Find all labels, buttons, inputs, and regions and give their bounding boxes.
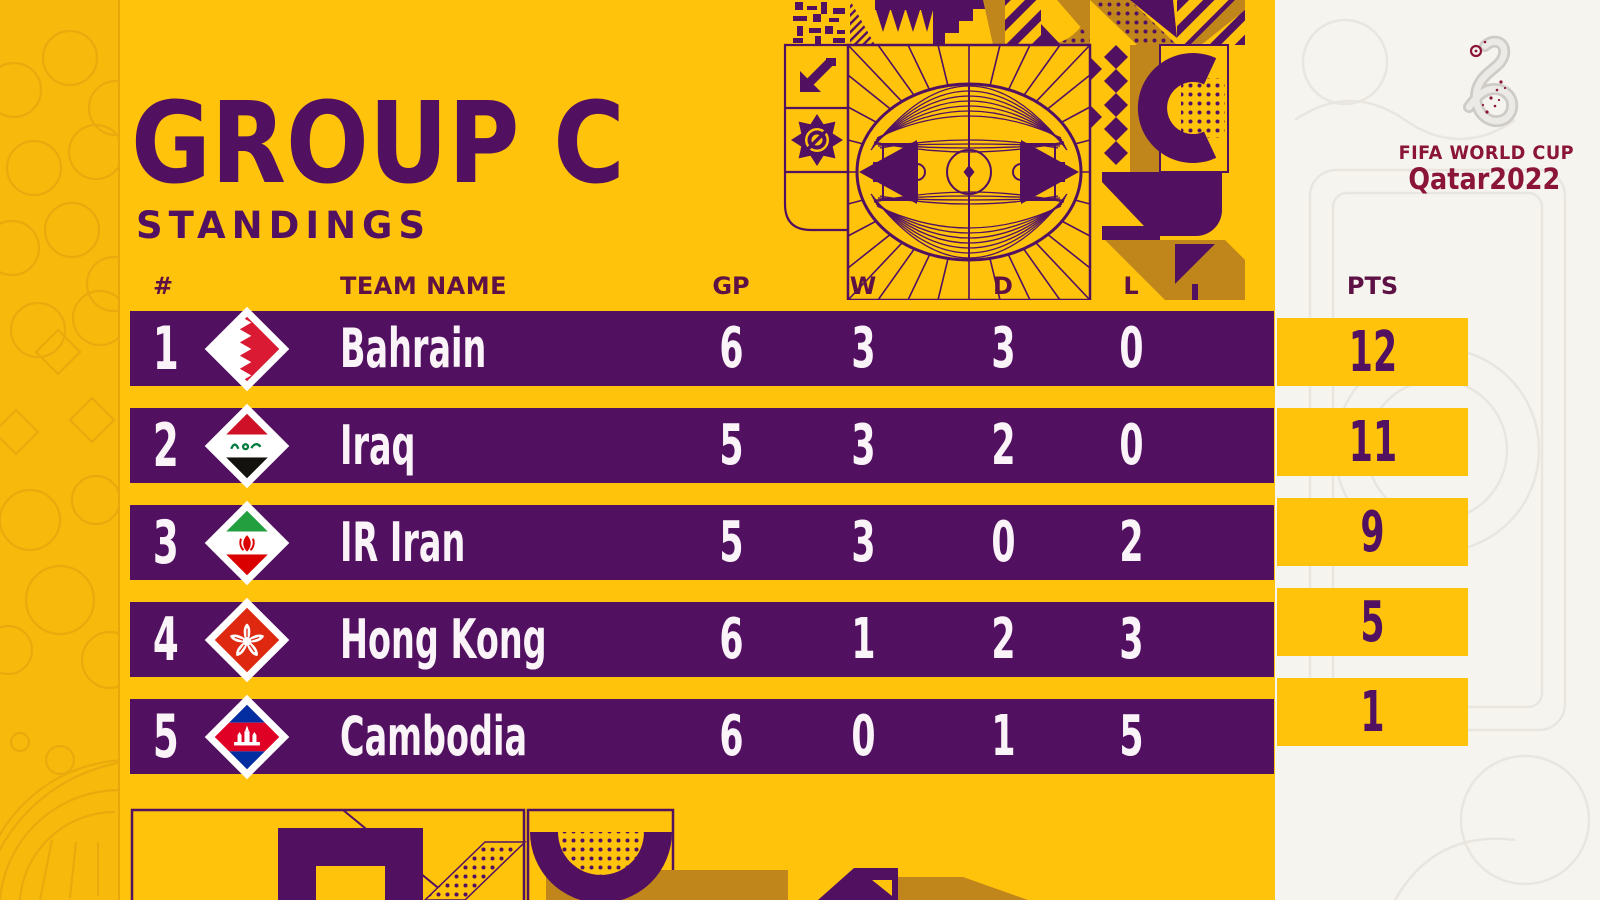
table-row: 2 Iraq 5 3 2 0 [130, 408, 1274, 483]
table-row: 1 Bahrain 6 3 3 0 [130, 311, 1274, 386]
losses-cell: 0 [1118, 316, 1144, 381]
points-column: 12 11 9 5 1 [1277, 311, 1468, 768]
table-header-row: # TEAM NAME GP W D L [130, 270, 1274, 302]
points-cell: 12 [1277, 318, 1468, 386]
table-row: 4 Hong Kong 6 1 2 3 [130, 602, 1274, 677]
wins-cell: 3 [850, 510, 876, 575]
header-w: W [849, 272, 877, 300]
fifa-wordmark: FIFA WORLD CUP [1398, 142, 1575, 164]
wins-cell: 3 [850, 413, 876, 478]
points-cell: 9 [1277, 498, 1468, 566]
table-row: 5 Cambodia 6 0 1 5 [130, 699, 1274, 774]
draws-cell: 1 [990, 704, 1016, 769]
wins-cell: 3 [850, 316, 876, 381]
losses-cell: 2 [1118, 510, 1144, 575]
header-pts: PTS [1346, 272, 1399, 300]
qatar-2022-emblem-icon [1462, 35, 1518, 128]
team-name-cell: Bahrain [340, 317, 487, 380]
wins-cell: 0 [850, 704, 876, 769]
team-flag-icon [204, 403, 290, 489]
rank-cell: 1 [153, 313, 179, 384]
wins-cell: 1 [850, 607, 876, 672]
left-decor-strip [0, 0, 120, 900]
gp-cell: 6 [718, 607, 744, 672]
gp-cell: 5 [718, 413, 744, 478]
losses-cell: 0 [1118, 413, 1144, 478]
header-team-name: TEAM NAME [340, 272, 508, 300]
page-title: GROUP C [131, 79, 625, 209]
team-name-cell: Cambodia [340, 705, 528, 768]
team-flag-icon [204, 500, 290, 586]
header-l: L [1123, 272, 1139, 300]
team-name-cell: Hong Kong [340, 608, 547, 671]
gp-cell: 5 [718, 510, 744, 575]
team-name-cell: IR Iran [340, 511, 466, 574]
points-cell: 5 [1277, 588, 1468, 656]
gp-cell: 6 [718, 316, 744, 381]
team-flag-icon [204, 306, 290, 392]
rank-cell: 3 [153, 507, 179, 578]
draws-cell: 2 [990, 607, 1016, 672]
rank-cell: 4 [153, 604, 179, 675]
left-strip-pattern [0, 29, 118, 900]
header-d: D [993, 272, 1013, 300]
losses-cell: 5 [1118, 704, 1144, 769]
team-flag-icon [204, 597, 290, 683]
fifa-world-cup-logo: FIFA WORLD CUP Qatar2022 [1392, 30, 1577, 196]
draws-cell: 3 [990, 316, 1016, 381]
points-cell: 11 [1277, 408, 1468, 476]
qatar-2022-wordmark: Qatar2022 [1408, 162, 1561, 196]
team-flag-icon [204, 694, 290, 780]
header-rank: # [152, 272, 174, 300]
table-row: 3 IR Iran 5 3 0 2 [130, 505, 1274, 580]
rank-cell: 5 [153, 701, 179, 772]
gp-cell: 6 [718, 704, 744, 769]
bottom-geometric-artwork [128, 782, 1028, 900]
draws-cell: 2 [990, 413, 1016, 478]
standings-rows: 1 Bahrain 6 3 3 0 2 Iraq 5 3 2 0 3 IR Ir… [130, 311, 1274, 796]
page-subtitle: STANDINGS [136, 204, 432, 247]
top-geometric-artwork [745, 0, 1245, 304]
draws-cell: 0 [990, 510, 1016, 575]
rank-cell: 2 [153, 410, 179, 481]
team-name-cell: Iraq [340, 414, 416, 477]
header-gp: GP [712, 272, 750, 300]
points-cell: 1 [1277, 678, 1468, 746]
losses-cell: 3 [1118, 607, 1144, 672]
